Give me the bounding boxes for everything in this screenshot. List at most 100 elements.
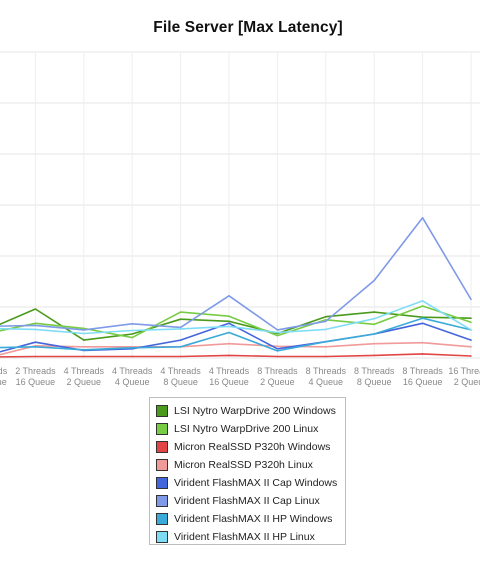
legend-item: Micron RealSSD P320h Windows xyxy=(156,438,345,456)
data-point xyxy=(276,334,279,337)
legend-swatch xyxy=(156,495,168,507)
legend-swatch xyxy=(156,423,168,435)
x-tick-label: 4 Threads 2 Queue xyxy=(64,366,105,387)
data-point xyxy=(131,347,133,349)
series-line xyxy=(0,353,472,358)
data-point xyxy=(83,349,85,351)
legend-swatch xyxy=(156,531,168,543)
data-point xyxy=(470,321,472,324)
series-8 xyxy=(0,300,472,335)
legend-swatch xyxy=(156,441,168,453)
data-point xyxy=(179,346,182,348)
data-point xyxy=(34,322,37,325)
series-line xyxy=(0,217,472,331)
data-point xyxy=(276,331,279,334)
data-point xyxy=(228,315,230,318)
x-tick-label: 4 Threads 4 Queue xyxy=(112,366,153,387)
legend-item: LSI Nytro WarpDrive 200 Linux xyxy=(156,420,345,438)
data-point xyxy=(131,355,133,358)
data-point xyxy=(228,295,230,297)
legend-label: Virident FlashMAX II HP Linux xyxy=(174,531,315,543)
legend-item: Virident FlashMAX II Cap Windows xyxy=(156,474,345,492)
data-point xyxy=(131,333,133,335)
data-point xyxy=(470,329,472,331)
data-point xyxy=(470,317,472,320)
legend-label: Virident FlashMAX II Cap Linux xyxy=(174,495,320,507)
data-point xyxy=(373,279,376,282)
data-point xyxy=(276,348,279,350)
data-point xyxy=(421,300,424,302)
data-point xyxy=(373,342,376,345)
data-point xyxy=(325,320,327,323)
data-point xyxy=(421,353,424,355)
legend-label: Micron RealSSD P320h Windows xyxy=(174,441,331,453)
data-point xyxy=(83,339,85,341)
x-tick-label: 8 Threads 4 Queue xyxy=(306,366,347,387)
legend-swatch xyxy=(156,513,168,525)
data-point xyxy=(83,332,85,335)
data-point xyxy=(228,342,230,345)
data-point xyxy=(373,317,376,320)
chart-title: File Server [Max Latency] xyxy=(153,19,343,36)
data-point xyxy=(373,333,376,335)
data-point xyxy=(228,322,230,325)
data-point xyxy=(470,346,472,348)
data-point xyxy=(276,329,279,331)
data-point xyxy=(276,355,279,358)
legend: LSI Nytro WarpDrive 200 Windows LSI Nytro… xyxy=(149,397,346,545)
legend-item: Virident FlashMAX II Cap Linux xyxy=(156,492,345,510)
legend-label: LSI Nytro WarpDrive 200 Linux xyxy=(174,423,319,435)
data-point xyxy=(34,324,37,327)
x-tick-label: 4 Threads 8 Queue xyxy=(160,366,201,387)
data-point xyxy=(179,339,182,341)
data-point xyxy=(325,355,327,358)
series-layer xyxy=(0,217,472,358)
data-point xyxy=(83,329,85,331)
legend-item: Micron RealSSD P320h Linux xyxy=(156,456,345,474)
series-2 xyxy=(0,305,472,339)
data-point xyxy=(34,328,37,331)
series-3 xyxy=(0,353,472,358)
data-point xyxy=(421,317,424,320)
data-point xyxy=(421,341,424,344)
data-point xyxy=(34,308,37,310)
data-point xyxy=(325,315,327,318)
legend-swatch xyxy=(156,477,168,489)
legend-swatch xyxy=(156,459,168,471)
data-point xyxy=(83,327,85,330)
data-point xyxy=(34,355,37,358)
x-tick-label: 4 Threads 16 Queue xyxy=(209,366,250,387)
legend-label: Virident FlashMAX II HP Windows xyxy=(174,513,333,525)
data-point xyxy=(470,355,472,357)
data-point xyxy=(131,323,133,325)
legend-item: LSI Nytro WarpDrive 200 Windows xyxy=(156,402,345,420)
data-point xyxy=(470,339,472,341)
data-point xyxy=(228,354,230,357)
grid xyxy=(0,51,480,359)
data-point xyxy=(325,340,327,343)
data-point xyxy=(228,331,230,334)
data-point xyxy=(276,345,279,348)
data-point xyxy=(131,329,133,332)
data-point xyxy=(228,320,230,323)
data-point xyxy=(373,323,376,326)
legend-label: Virident FlashMAX II Cap Windows xyxy=(174,477,338,489)
x-tick-label: 2 Threads 16 Queue xyxy=(15,366,56,387)
data-point xyxy=(179,311,182,313)
data-point xyxy=(131,336,133,339)
legend-item: Virident FlashMAX II HP Linux xyxy=(156,528,345,546)
legend-label: Micron RealSSD P320h Linux xyxy=(174,459,313,471)
data-point xyxy=(470,298,472,301)
data-point xyxy=(373,311,376,313)
data-point xyxy=(276,350,279,352)
data-point xyxy=(228,325,230,328)
legend-item: Virident FlashMAX II HP Windows xyxy=(156,510,345,528)
x-tick-label: 8 Threads 2 Queue xyxy=(257,366,298,387)
data-point xyxy=(373,354,376,357)
data-point xyxy=(325,346,327,348)
data-point xyxy=(421,322,424,325)
